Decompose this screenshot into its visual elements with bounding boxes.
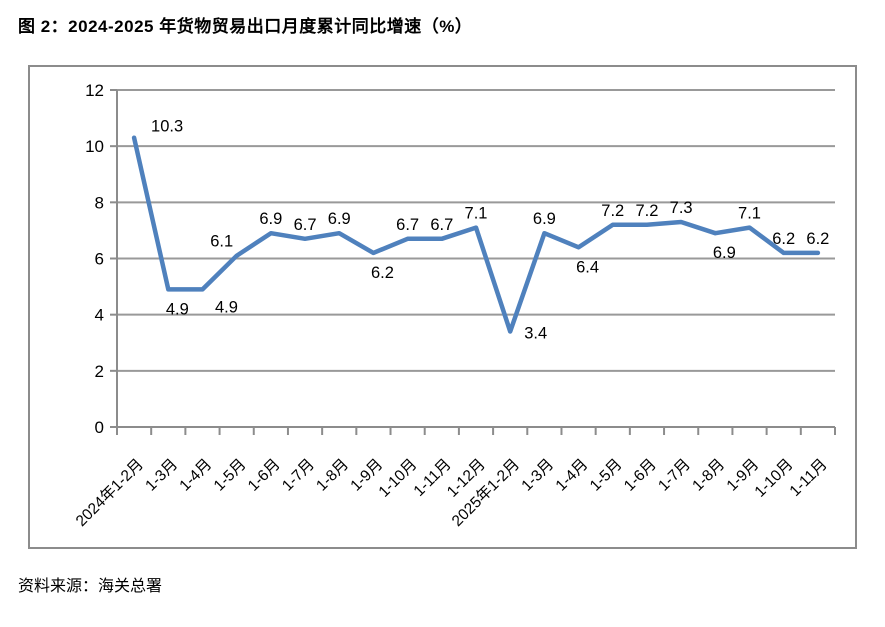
x-tick-label: 1-4月 <box>176 456 215 495</box>
x-tick-label: 1-4月 <box>553 456 592 495</box>
x-tick-label: 1-6月 <box>621 456 660 495</box>
data-label: 6.7 <box>396 216 419 234</box>
chart-canvas: 0 2 4 6 8 10 12 10.3 4.9 4.9 6.1 6.9 6.7 6.9 6.2 6.7 6.7… <box>72 81 836 530</box>
data-label: 7.2 <box>635 202 658 220</box>
x-tick-label: 1-7月 <box>279 456 318 495</box>
data-label: 6.9 <box>328 210 351 228</box>
data-label: 7.1 <box>738 205 761 223</box>
data-label: 6.2 <box>806 230 829 248</box>
y-tick-label: 12 <box>85 81 104 100</box>
data-label: 6.9 <box>713 244 736 262</box>
x-tick-label: 1-7月 <box>655 456 694 495</box>
data-label: 4.9 <box>215 298 238 316</box>
y-tick-label: 2 <box>95 362 104 381</box>
x-tick-label: 1-10月 <box>752 456 797 501</box>
x-tick-label: 1-3月 <box>142 456 181 495</box>
x-tick-label: 1-5月 <box>587 456 626 495</box>
y-tick-label: 10 <box>85 137 104 156</box>
x-tick-label: 2024年1-2月 <box>72 455 147 530</box>
y-tick-label: 4 <box>95 306 104 325</box>
x-tick-label: 1-3月 <box>518 456 557 495</box>
data-label: 7.1 <box>465 205 488 223</box>
x-tick-label: 1-5月 <box>211 456 250 495</box>
data-label: 6.2 <box>772 230 795 248</box>
data-label: 6.7 <box>430 216 453 234</box>
x-tick-label: 1-11月 <box>787 456 831 500</box>
data-label: 7.2 <box>601 202 624 220</box>
data-label: 6.7 <box>294 216 317 234</box>
x-tick-label: 1-8月 <box>313 456 352 495</box>
y-tick-label: 6 <box>95 250 104 269</box>
data-label: 7.3 <box>670 199 693 217</box>
data-label: 3.4 <box>524 325 547 343</box>
data-label: 6.9 <box>533 210 556 228</box>
series-line <box>131 135 821 334</box>
data-label: 6.9 <box>259 210 282 228</box>
data-label: 10.3 <box>151 118 183 136</box>
y-tick-label: 0 <box>95 418 104 437</box>
data-label: 6.4 <box>576 258 599 276</box>
data-label: 6.1 <box>210 233 233 251</box>
data-label: 4.9 <box>166 300 189 318</box>
y-tick-label: 8 <box>95 193 104 212</box>
chart-title: 图 2：2024-2025 年货物贸易出口月度累计同比增速（%） <box>18 17 473 36</box>
x-tick-label: 1-8月 <box>689 456 728 495</box>
x-tick-label: 1-10月 <box>376 456 421 501</box>
data-label: 6.2 <box>371 264 394 282</box>
x-tick-label: 1-6月 <box>245 456 284 495</box>
source-note: 资料来源：海关总署 <box>18 578 163 595</box>
line-chart: 0 2 4 6 8 10 12 10.3 4.9 4.9 6.1 6.9 6.7 6.9 6.2 6.7 6.7… <box>28 65 857 549</box>
